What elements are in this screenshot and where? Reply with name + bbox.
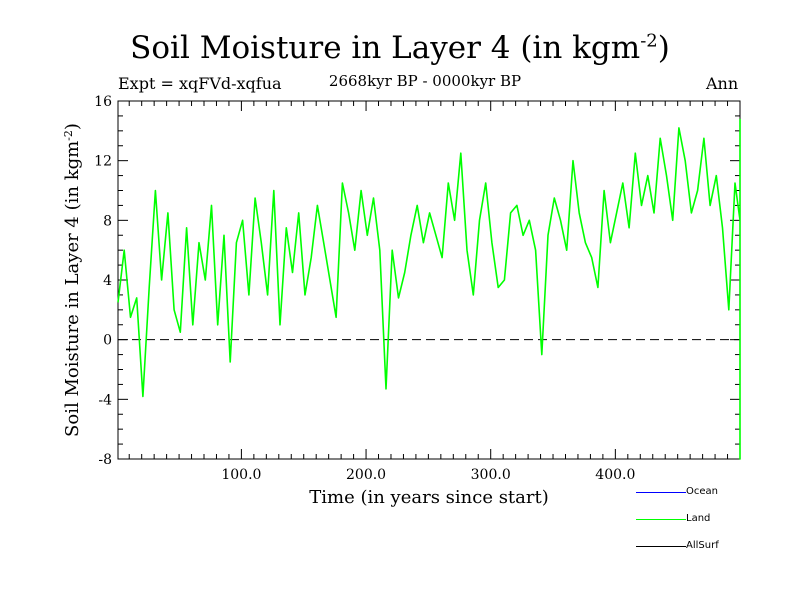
legend-item-land: Land xyxy=(636,513,756,527)
legend-swatch-allsurf xyxy=(636,546,686,547)
series-line-land xyxy=(117,118,741,460)
y-tick-label: 8 xyxy=(103,213,112,229)
y-axis-label-end: ) xyxy=(62,123,83,130)
x-tick-label: 300.0 xyxy=(471,467,511,483)
legend-label-land: Land xyxy=(686,513,711,524)
x-tick-label: 100.0 xyxy=(221,467,261,483)
x-tick-label: 200.0 xyxy=(346,467,386,483)
legend-label-ocean: Ocean xyxy=(686,486,718,497)
chart-title-superscript: -2 xyxy=(640,30,658,52)
plot-frame xyxy=(117,100,741,460)
y-tick-label: -8 xyxy=(98,452,112,468)
x-axis-label: Time (in years since start) xyxy=(309,487,549,508)
legend-item-allsurf: AllSurf xyxy=(636,540,756,554)
series-layer xyxy=(117,118,741,460)
experiment-label: Expt = xqFVd-xqfua xyxy=(118,74,282,93)
y-axis-label-superscript: -2 xyxy=(62,130,75,141)
x-tick-label: 400.0 xyxy=(595,467,635,483)
y-tick-label: 0 xyxy=(103,333,112,349)
y-tick-label: 4 xyxy=(103,273,112,289)
y-axis-label: Soil Moisture in Layer 4 (in kgm-2) xyxy=(62,123,84,437)
legend-item-ocean: Ocean xyxy=(636,486,756,500)
chart-title-text: Soil Moisture in Layer 4 (in kgm xyxy=(130,30,641,66)
y-axis-label-text: Soil Moisture in Layer 4 (in kgm xyxy=(62,141,83,437)
y-tick-label: 16 xyxy=(94,94,112,110)
legend-swatch-land xyxy=(636,519,686,520)
y-tick-label: 12 xyxy=(94,154,112,170)
y-tick-label: -4 xyxy=(98,392,112,408)
chart-title-end: ) xyxy=(657,30,670,66)
legend-label-allsurf: AllSurf xyxy=(686,540,719,551)
legend-swatch-ocean xyxy=(636,492,686,493)
season-label: Ann xyxy=(706,74,739,93)
chart-subtitle: 2668kyr BP - 0000kyr BP xyxy=(328,72,522,90)
chart-title: Soil Moisture in Layer 4 (in kgm-2) xyxy=(0,30,800,66)
